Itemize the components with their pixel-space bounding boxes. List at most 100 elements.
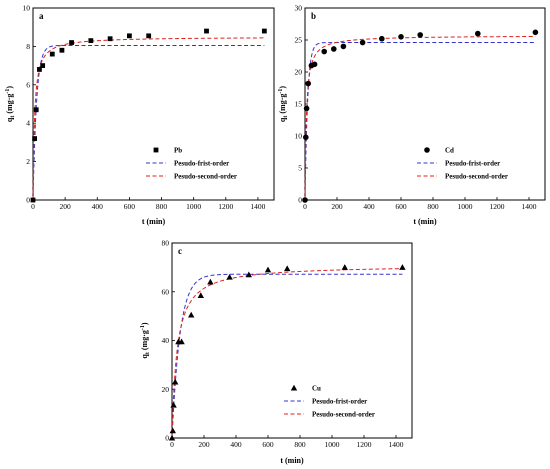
y-tick-label: 5 <box>298 164 302 173</box>
y-tick-label: 40 <box>162 336 170 345</box>
data-point <box>398 34 404 40</box>
y-tick-label: 6 <box>26 80 30 89</box>
data-point <box>303 105 310 112</box>
x-tick-label: 1000 <box>186 202 201 211</box>
panel-c: 0 200 400 600 800 1000 1200 1400 0 20 40 60 80 t (min… <box>140 239 413 465</box>
data-point <box>107 36 113 42</box>
series-line-pfo <box>304 42 536 201</box>
y-tick-label: 4 <box>26 119 30 128</box>
y-tick-label: 30 <box>295 4 303 13</box>
legend-marker <box>290 384 298 391</box>
x-tick-label: 400 <box>363 202 375 211</box>
y-tick-label: 2 <box>26 157 30 166</box>
data-point <box>169 427 176 434</box>
y-axis-title: qt (mg·g-1) <box>140 322 151 358</box>
data-point <box>264 266 272 273</box>
data-point <box>475 30 481 37</box>
y-tick-label: 0 <box>298 196 302 205</box>
panel-label: a <box>39 11 44 21</box>
legend-label: Pesudo-frist-order <box>312 398 367 406</box>
data-point <box>40 63 46 68</box>
x-tick-label: 1400 <box>389 440 404 449</box>
plot-frame <box>32 7 275 201</box>
x-tick-label: 600 <box>124 202 136 211</box>
y-tick-label: 10 <box>23 4 31 13</box>
x-axis-title: t (min) <box>142 217 166 226</box>
x-axis-title: t (min) <box>413 217 437 226</box>
series-line-pfo <box>171 273 403 439</box>
y-tick-label: 15 <box>295 100 303 109</box>
x-tick-label: 0 <box>31 202 35 211</box>
x-tick-label: 800 <box>156 202 168 211</box>
data-point <box>69 40 74 45</box>
legend: Cu Pesudo-frist-order Pesudo-second-order <box>284 385 375 419</box>
data-point <box>59 47 65 53</box>
legend-marker <box>424 147 430 153</box>
data-point <box>261 28 267 34</box>
y-tick-label: 0 <box>165 434 169 443</box>
legend-label: Pesudo-second-order <box>445 173 508 181</box>
data-point <box>207 278 214 285</box>
x-tick-label: 1000 <box>458 202 473 211</box>
x-tick-label: 1400 <box>250 202 265 211</box>
legend-label: Cu <box>312 385 321 393</box>
y-tick-label: 60 <box>162 287 170 296</box>
y-axis-title: qt (mg·g-1) <box>278 86 289 122</box>
data-point <box>331 46 337 52</box>
x-tick-label: 800 <box>427 202 439 211</box>
data-point <box>197 292 204 298</box>
x-tick-label: 200 <box>198 440 210 449</box>
data-point <box>30 197 36 203</box>
x-tick-label: 1200 <box>218 202 233 211</box>
data-point <box>302 197 308 203</box>
x-tick-label: 0 <box>303 202 307 211</box>
series-line-pfo <box>32 44 265 201</box>
y-tick-label: 10 <box>295 132 303 141</box>
y-tick-label: 0 <box>26 196 30 205</box>
x-tick-label: 200 <box>331 202 343 211</box>
panel-label: b <box>311 11 316 21</box>
y-tick-label: 8 <box>26 42 30 51</box>
y-tick-label: 20 <box>162 385 170 394</box>
data-point <box>532 29 539 36</box>
data-point <box>88 38 94 44</box>
data-point <box>170 401 177 408</box>
data-point <box>178 338 185 345</box>
x-tick-label: 800 <box>294 440 306 449</box>
data-point <box>168 434 176 441</box>
legend-label: Pesudo-second-order <box>312 411 375 419</box>
data-point <box>146 33 152 39</box>
data-point <box>127 33 132 39</box>
data-point <box>226 273 233 280</box>
legend-label: Pesudo-frist-order <box>174 160 229 168</box>
x-tick-label: 600 <box>262 440 274 449</box>
x-axis-title: t (min) <box>280 456 304 465</box>
data-point <box>33 107 39 113</box>
data-point <box>188 311 195 318</box>
x-tick-label: 400 <box>230 440 242 449</box>
x-tick-label: 0 <box>170 440 174 449</box>
legend-label: Pesudo-frist-order <box>445 160 500 168</box>
data-point <box>341 264 348 270</box>
legend: Cd Pesudo-frist-order Pesudo-second-order <box>417 147 508 181</box>
data-point <box>49 51 55 57</box>
panel-label: c <box>178 246 182 256</box>
data-point <box>321 48 328 55</box>
panel-b: 0 200 400 600 800 1000 1200 1400 0 5 10 15 20 25 30 t (… <box>278 4 546 226</box>
plot-frame <box>304 7 546 201</box>
legend-label: Pesudo-second-order <box>174 173 237 181</box>
data-point <box>245 271 252 278</box>
panel-a: 0 200 400 600 800 1000 1200 1400 0 2 4 6 8 10 t (min) q… <box>5 4 275 226</box>
data-point <box>37 67 42 72</box>
data-point <box>204 28 209 34</box>
x-tick-label: 400 <box>92 202 104 211</box>
data-point <box>340 43 347 50</box>
data-point <box>417 32 424 38</box>
legend-label: Pb <box>174 147 182 155</box>
x-tick-label: 1400 <box>522 202 537 211</box>
y-axis-title: qt (mg·g-1) <box>5 86 16 122</box>
data-point <box>311 61 318 68</box>
y-tick-label: 80 <box>162 239 170 248</box>
legend: Pb Pesudo-frist-order Pesudo-second-order <box>146 147 237 181</box>
